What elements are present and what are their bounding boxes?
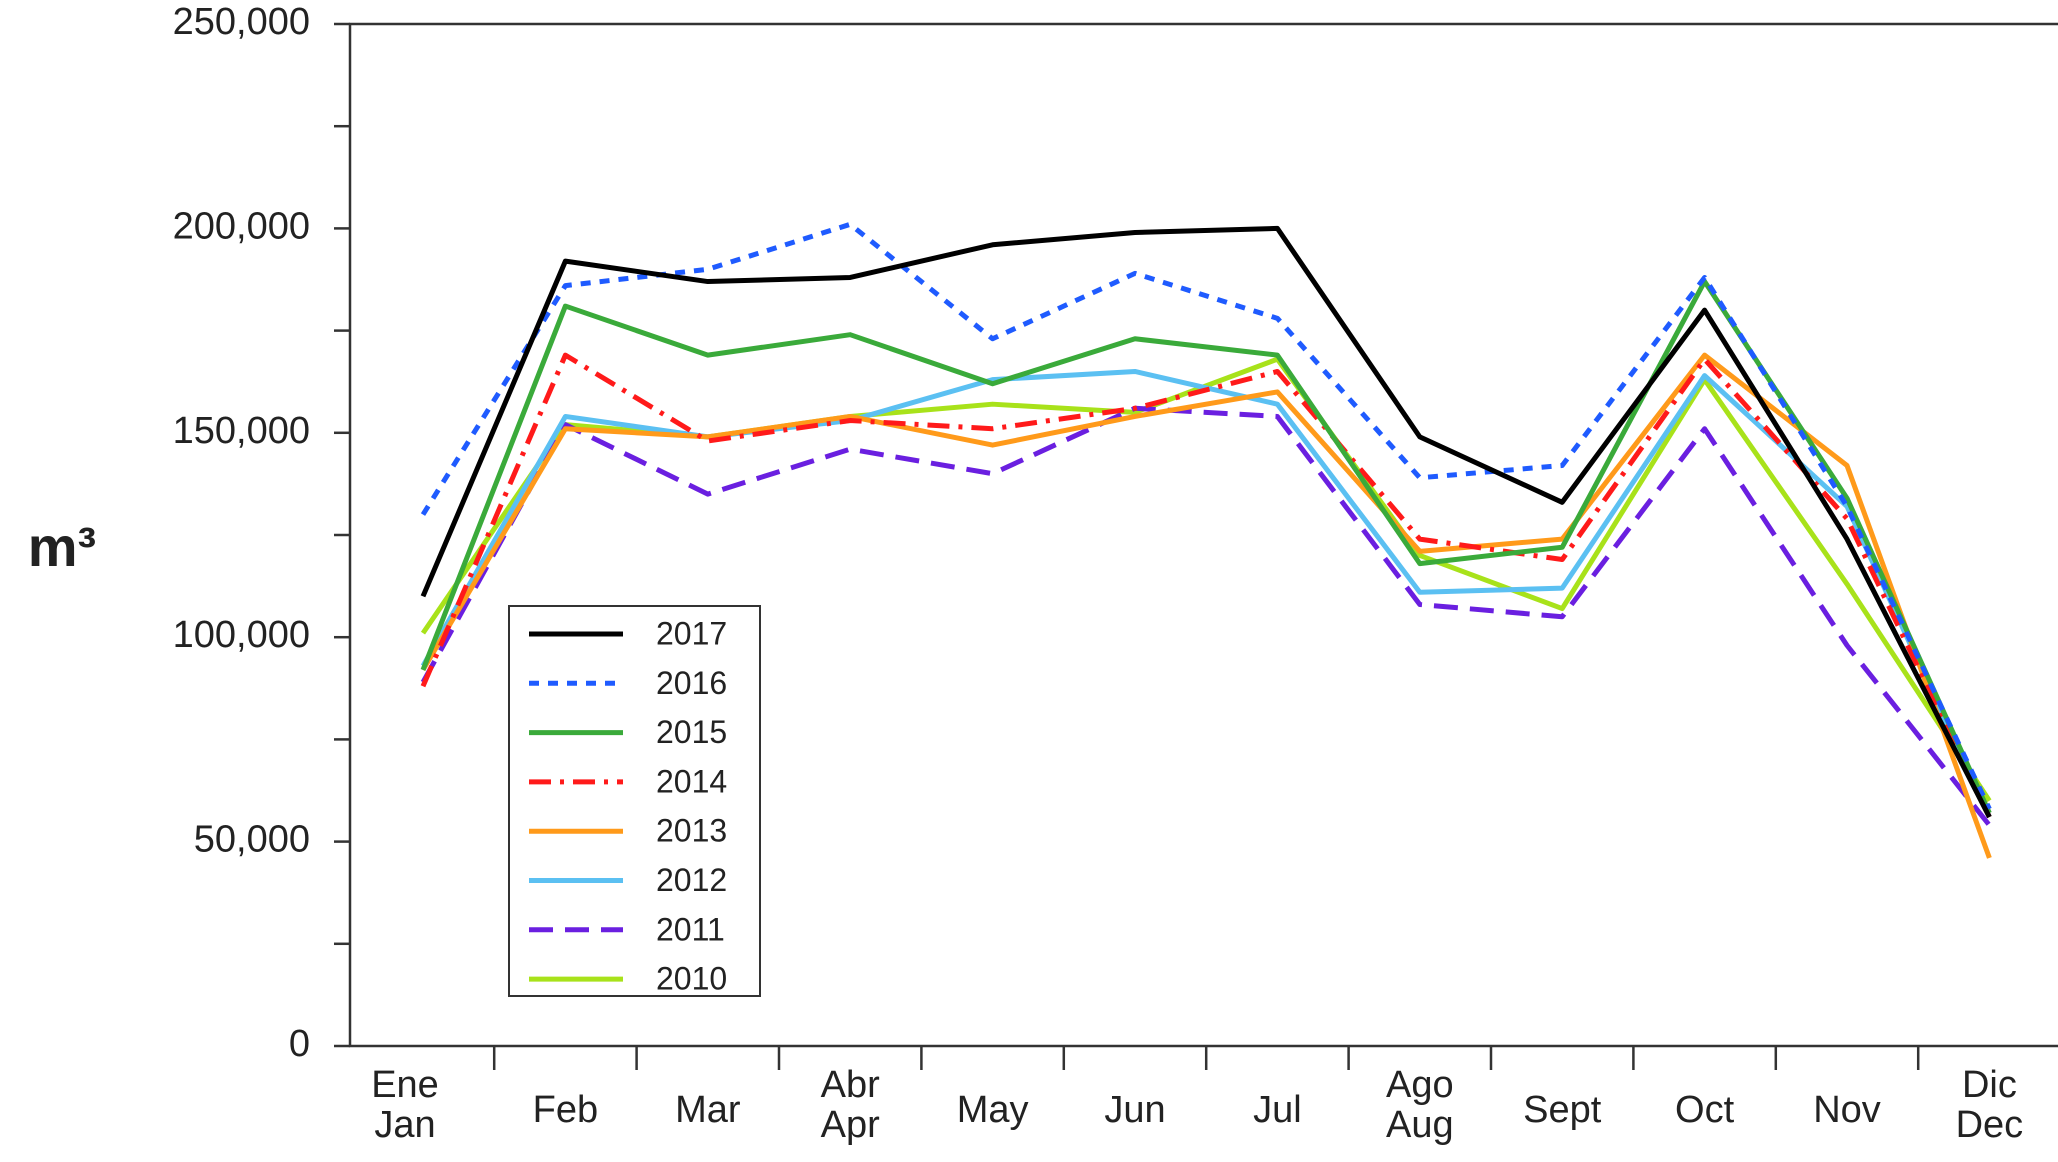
y-tick-label: 100,000 [173,614,310,656]
legend-label: 2011 [656,911,725,947]
x-tick-label: Apr [821,1104,880,1146]
y-tick-label: 50,000 [194,819,310,861]
y-tick-label: 200,000 [173,205,310,247]
x-tick-label: Dec [1956,1104,2024,1146]
data-line [420,225,1992,819]
x-tick-label: Jul [1253,1089,1302,1131]
legend-label: 2015 [656,714,727,750]
x-tick-label: Jun [1104,1089,1165,1131]
x-tick-label: Mar [675,1089,741,1131]
x-tick-label: Ago [1386,1064,1454,1106]
x-tick-label: Oct [1675,1089,1735,1131]
legend-label: 2017 [656,615,727,651]
legend-label: 2010 [656,961,727,997]
x-tick-label: Jan [374,1104,435,1146]
x-tick-label: Feb [533,1089,598,1131]
data-line [420,352,1992,819]
legend-label: 2013 [656,813,727,849]
data-line [420,405,1992,827]
x-tick-label: Ene [371,1064,439,1106]
y-tick-label: 150,000 [173,410,310,452]
data-line [420,352,1992,859]
data-line [420,221,1992,810]
x-tick-label: Aug [1386,1104,1454,1146]
legend-label: 2014 [656,763,727,799]
y-axis-label: m³ [28,515,96,578]
y-tick-label: 0 [289,1023,310,1065]
data-line [420,279,1992,815]
x-tick-label: Dic [1962,1064,2017,1106]
x-tick-label: Abr [821,1064,880,1106]
x-tick-label: May [957,1089,1029,1131]
legend-label: 2012 [656,862,727,898]
y-tick-label: 250,000 [173,1,310,43]
legend-label: 2016 [656,665,727,701]
x-tick-label: Sept [1523,1089,1602,1131]
x-tick-label: Nov [1813,1089,1881,1131]
